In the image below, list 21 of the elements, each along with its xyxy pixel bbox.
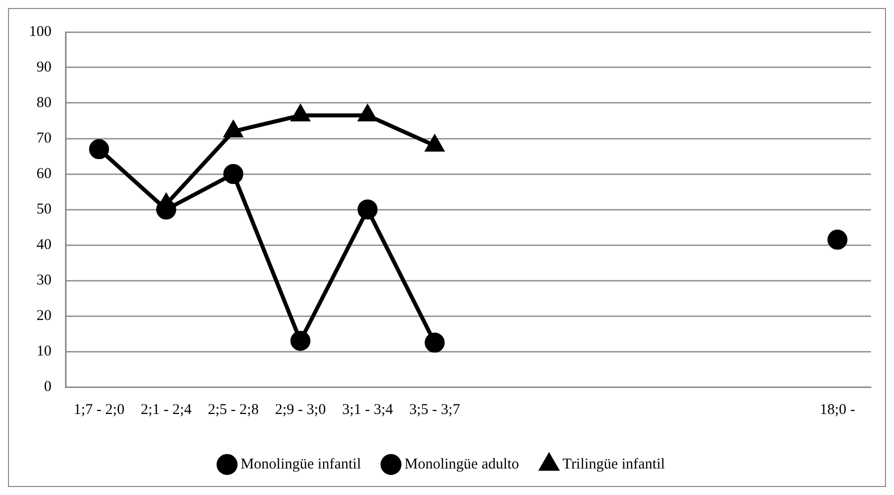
- y-tick-label: 70: [36, 130, 52, 146]
- y-tick-label: 90: [36, 59, 52, 76]
- x-tick-label: 2;9 - 3;0: [275, 402, 326, 418]
- y-tick-label: 100: [29, 24, 52, 40]
- y-tick-label: 10: [36, 343, 52, 360]
- x-tick-label: 2;5 - 2;8: [208, 402, 259, 418]
- x-tick-label: 1;7 - 2;0: [74, 402, 124, 418]
- x-tick-label: 2;1 - 2;4: [140, 402, 192, 418]
- y-tick-label: 0: [44, 378, 52, 395]
- x-tick-label: 3;5 - 3;7: [409, 402, 461, 418]
- y-tick-label: 50: [36, 201, 52, 218]
- y-tick-label: 60: [36, 166, 52, 182]
- y-tick-label: 80: [36, 94, 52, 111]
- legend-label: Monolingüe infantil: [240, 456, 361, 472]
- y-tick-label: 40: [36, 236, 52, 253]
- x-tick-label: 18;0 -: [820, 402, 856, 418]
- y-tick-label: 20: [36, 308, 52, 324]
- legend-label: Trilingüe infantil: [562, 456, 665, 472]
- legend-label: Monolingüe adulto: [404, 456, 520, 472]
- x-tick-label: 3;1 - 3;4: [342, 402, 394, 418]
- y-tick-label: 30: [36, 272, 52, 288]
